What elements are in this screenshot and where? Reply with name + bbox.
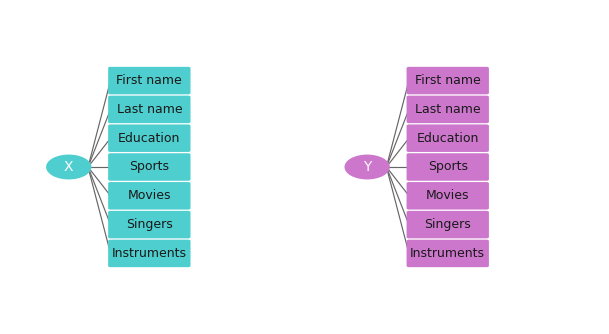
FancyBboxPatch shape [108, 153, 191, 181]
FancyBboxPatch shape [108, 182, 191, 209]
Text: Singers: Singers [424, 218, 471, 231]
Text: Last name: Last name [116, 103, 182, 116]
Text: Y: Y [363, 160, 371, 174]
FancyBboxPatch shape [108, 67, 191, 94]
FancyBboxPatch shape [407, 125, 489, 152]
Text: Movies: Movies [127, 189, 171, 202]
FancyBboxPatch shape [407, 67, 489, 94]
FancyBboxPatch shape [407, 182, 489, 209]
Text: Last name: Last name [415, 103, 481, 116]
Text: Sports: Sports [129, 161, 169, 173]
Text: First name: First name [415, 74, 481, 87]
FancyBboxPatch shape [407, 240, 489, 267]
FancyBboxPatch shape [108, 211, 191, 238]
Circle shape [345, 155, 390, 179]
Text: Movies: Movies [426, 189, 470, 202]
FancyBboxPatch shape [108, 125, 191, 152]
Text: Instruments: Instruments [112, 247, 187, 260]
Text: Sports: Sports [428, 161, 468, 173]
FancyBboxPatch shape [407, 211, 489, 238]
FancyBboxPatch shape [407, 153, 489, 181]
FancyBboxPatch shape [108, 240, 191, 267]
Text: Education: Education [417, 132, 479, 145]
Text: X: X [64, 160, 74, 174]
Text: Singers: Singers [126, 218, 173, 231]
Text: First name: First name [116, 74, 182, 87]
FancyBboxPatch shape [108, 96, 191, 123]
Text: Education: Education [118, 132, 180, 145]
Circle shape [46, 155, 91, 179]
FancyBboxPatch shape [407, 96, 489, 123]
Text: Instruments: Instruments [410, 247, 485, 260]
